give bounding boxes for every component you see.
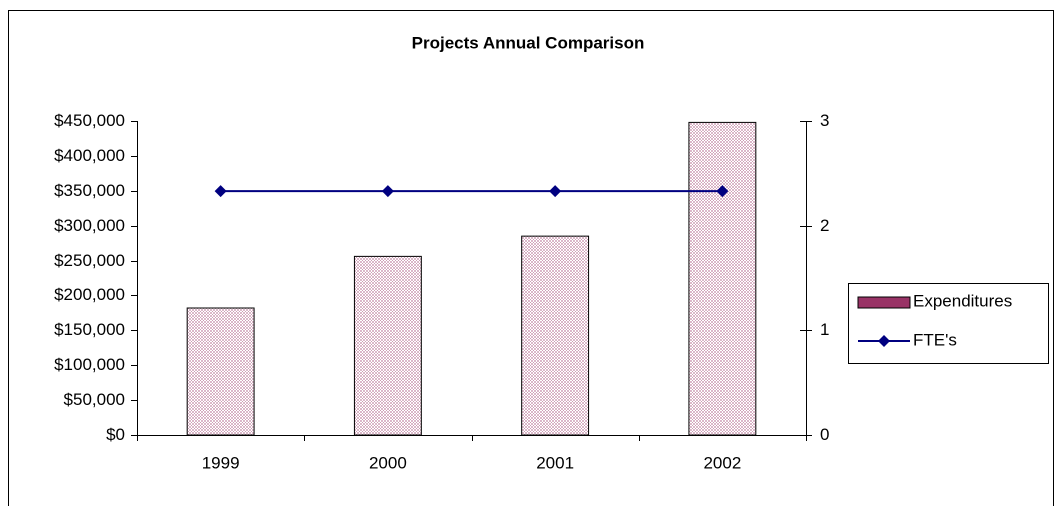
y-tick-label: $100,000 [54, 355, 125, 374]
legend-label: Expenditures [913, 291, 1012, 310]
y2-tick-label: 2 [820, 216, 829, 235]
bar [688, 121, 757, 436]
line-marker [214, 185, 227, 198]
x-tick-label: 2002 [703, 453, 741, 472]
y2-tick-label: 3 [820, 111, 829, 130]
bar [521, 235, 590, 436]
y-tick-label: $350,000 [54, 181, 125, 200]
y-tick-label: $300,000 [54, 216, 125, 235]
bar [353, 255, 422, 436]
y-tick-label: $200,000 [54, 285, 125, 304]
x-tick-label: 1999 [202, 453, 240, 472]
x-tick-label: 2001 [536, 453, 574, 472]
y2-tick-label: 0 [820, 425, 829, 444]
chart-title: Projects Annual Comparison [412, 33, 645, 52]
line-marker [716, 185, 729, 198]
legend-label: FTE's [913, 330, 957, 349]
y2-tick-label: 1 [820, 320, 829, 339]
y-tick-label: $0 [106, 425, 125, 444]
y-tick-label: $400,000 [54, 146, 125, 165]
line-marker [549, 185, 562, 198]
y-tick-label: $150,000 [54, 320, 125, 339]
y-tick-label: $250,000 [54, 251, 125, 270]
x-tick-label: 2000 [369, 453, 407, 472]
bar [186, 307, 255, 436]
legend-swatch [857, 296, 911, 309]
line-marker [381, 185, 394, 198]
y-tick-label: $450,000 [54, 111, 125, 130]
y-tick-label: $50,000 [64, 390, 125, 409]
legend-marker [878, 335, 890, 347]
